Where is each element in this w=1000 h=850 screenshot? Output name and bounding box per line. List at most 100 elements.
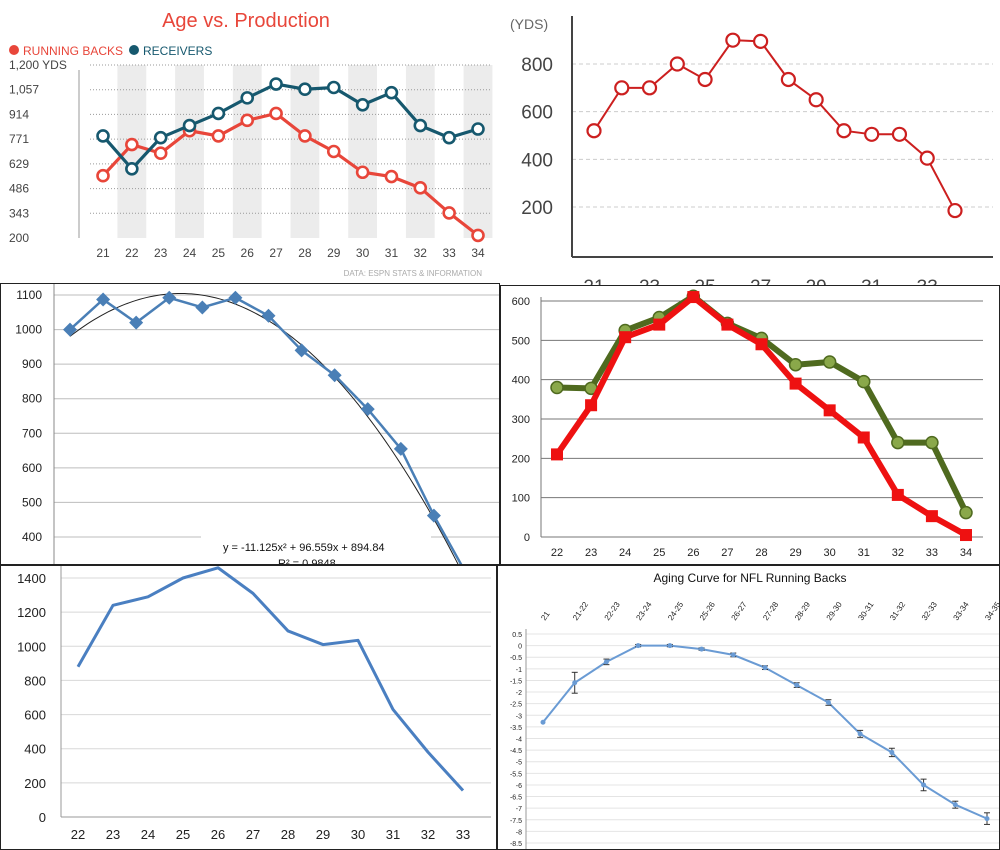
data-point (687, 291, 700, 304)
y-tick-label: 343 (9, 206, 29, 220)
data-point (925, 510, 938, 523)
column-band (175, 65, 204, 238)
data-point (298, 82, 312, 97)
y-tick-label: 400 (24, 742, 46, 757)
y-axis-unit: (YDS) (510, 16, 548, 32)
x-tick-label: 30 (824, 547, 836, 559)
data-point (947, 202, 963, 219)
yards-line-chart: 1400 1200 1000 800 600 400 200 0 22 23 24 25 26 27 28 2… (0, 565, 497, 850)
source-note: DATA: ESPN STATS & INFORMATION (344, 269, 483, 278)
data-point (619, 331, 632, 344)
data-point (823, 404, 836, 417)
data-point (384, 85, 399, 100)
data-point (669, 56, 685, 72)
y-tick-label: -4 (516, 737, 522, 744)
y-tick-label: 400 (512, 375, 530, 387)
y-tick-label: -6.5 (510, 795, 522, 802)
x-tick-label: 23 (154, 246, 168, 260)
x-tick-label: 33 (926, 547, 938, 559)
x-tick-label: 29 (789, 547, 801, 559)
data-point (550, 380, 564, 395)
x-tick-label: 26-27 (730, 600, 749, 622)
data-point (129, 315, 144, 330)
data-point (572, 680, 578, 686)
y-tick-label: 200 (9, 231, 29, 245)
data-point (211, 106, 226, 121)
x-tick-label: 22 (125, 246, 139, 260)
x-tick-label: 26 (211, 827, 225, 842)
x-tick-label: 32 (892, 547, 904, 559)
data-point (269, 106, 283, 121)
x-tick-label: 27-28 (761, 600, 780, 622)
y-tick-label: 100 (512, 493, 530, 505)
x-tick-label: 27 (750, 277, 771, 285)
data-point (857, 374, 871, 389)
data-point (808, 92, 824, 108)
data-point (96, 168, 110, 183)
x-tick-label: 25 (176, 827, 190, 842)
legend-marker (129, 45, 139, 55)
series-line (542, 644, 988, 820)
x-tick-label: 24 (141, 827, 155, 842)
y-tick-label: 300 (512, 414, 530, 426)
series-line (593, 39, 956, 212)
x-tick-label: 31 (386, 827, 400, 842)
x-tick-label: 33 (917, 277, 938, 285)
y-tick-label: 200 (24, 776, 46, 791)
x-tick-label: 28 (755, 547, 767, 559)
x-tick-label: 25 (653, 547, 665, 559)
data-point (857, 431, 870, 444)
data-point (730, 652, 736, 658)
data-point (889, 749, 895, 755)
data-point (653, 318, 666, 331)
x-tick-label: 27 (246, 827, 260, 842)
x-tick-label: 21-22 (571, 600, 590, 622)
data-point (697, 71, 713, 88)
data-point (153, 146, 168, 161)
data-point (442, 130, 456, 145)
data-point (442, 206, 456, 220)
y-tick-label: -3.5 (510, 725, 522, 732)
y-tick-label: -6 (516, 783, 522, 790)
x-tick-label: 22 (551, 547, 563, 559)
data-point (667, 643, 673, 649)
legend-label: RECEIVERS (143, 44, 212, 58)
data-point (755, 338, 768, 351)
y-tick-label: 0.5 (512, 632, 522, 639)
data-point (326, 80, 341, 95)
data-point (125, 162, 139, 176)
legend-label: RUNNING BACKS (23, 44, 123, 58)
data-point (635, 643, 641, 649)
data-point (725, 32, 741, 48)
data-point (780, 71, 796, 88)
y-tick-label: 600 (521, 103, 553, 124)
x-tick-label: 33 (442, 246, 456, 260)
y-tick-label: 500 (512, 335, 530, 347)
chart-title: Aging Curve for NFL Running Backs (654, 571, 847, 585)
x-tick-label: 34 (960, 547, 972, 559)
x-tick-label: 24 (183, 246, 197, 260)
trendline-equation: y = -11.125x² + 96.559x + 894.84 (223, 542, 385, 554)
data-point (925, 435, 939, 450)
y-tick-label: 700 (22, 426, 42, 440)
x-tick-label: 23 (585, 547, 597, 559)
data-point (96, 129, 110, 143)
y-tick-label: -2 (516, 690, 522, 697)
x-tick-label: 21 (96, 246, 110, 260)
x-tick-label: 33 (456, 827, 470, 842)
y-tick-label: 1100 (16, 288, 42, 302)
y-tick-label: 629 (9, 157, 29, 171)
x-tick-label: 29 (806, 277, 827, 285)
data-point (211, 129, 226, 143)
data-point (762, 665, 768, 671)
y-tick-label: -5 (516, 760, 522, 767)
x-tick-label: 24 (619, 547, 631, 559)
data-point (794, 682, 800, 688)
x-tick-label: 29 (327, 246, 341, 260)
data-point (891, 126, 908, 142)
data-point (96, 292, 111, 307)
data-point (326, 144, 341, 159)
r-squared-label: R² = 0.9848 (278, 558, 336, 564)
y-tick-label: -3 (516, 713, 522, 720)
data-point (298, 129, 312, 143)
